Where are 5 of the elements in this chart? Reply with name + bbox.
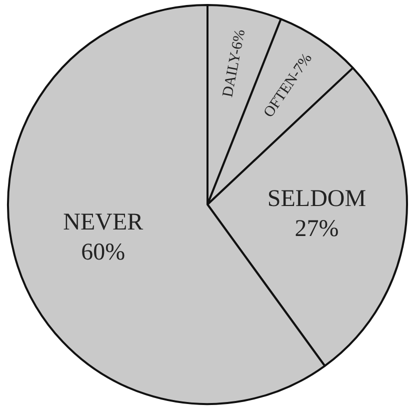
data-label: 27% (294, 216, 339, 242)
slice-label: DAILY-6% (220, 28, 249, 99)
slice-label: SELDOM (267, 186, 366, 212)
slice-label: NEVER (63, 210, 144, 236)
data-label: 60% (81, 240, 126, 266)
